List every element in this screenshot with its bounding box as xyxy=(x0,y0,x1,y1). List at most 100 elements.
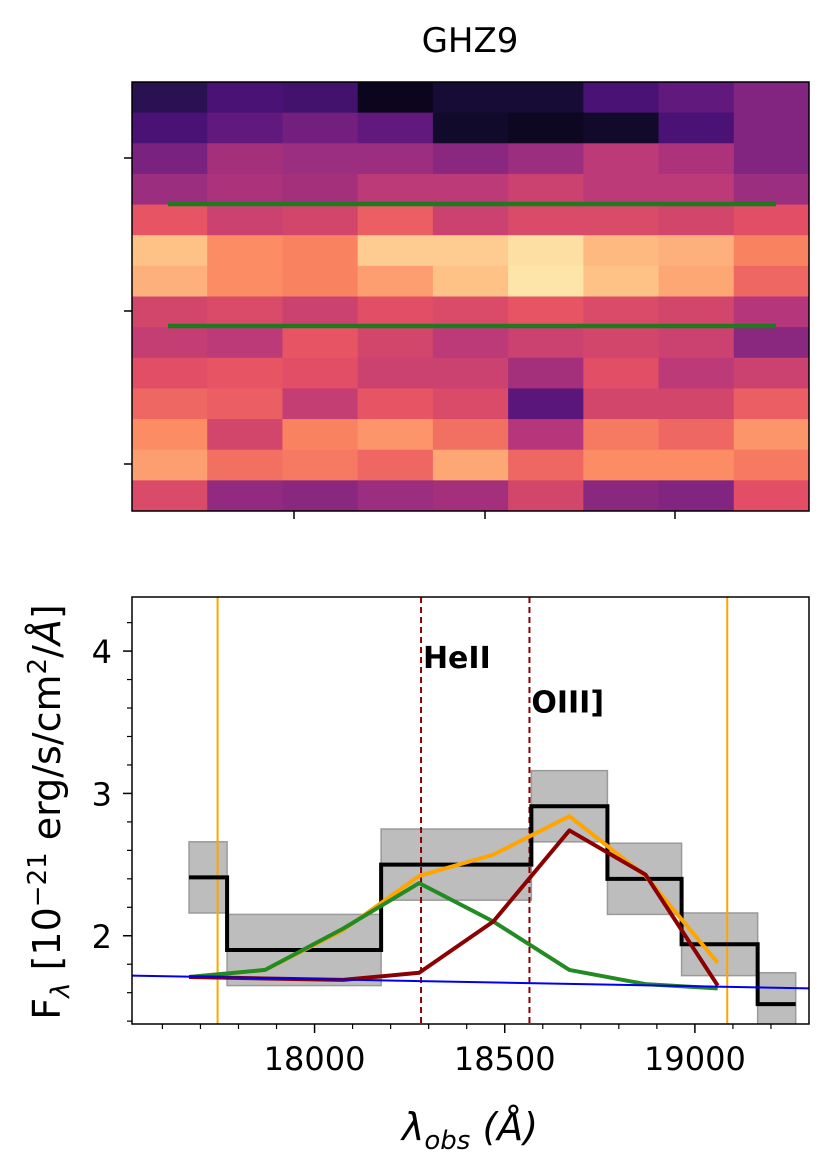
x-axis: 18000 18500 19000 xyxy=(161,1024,772,1078)
heatmap-cell xyxy=(357,143,434,175)
heatmap-cell xyxy=(733,480,810,512)
extraction-lines xyxy=(168,201,776,329)
heatmap-cell xyxy=(733,357,810,389)
heatmap-cell xyxy=(658,357,735,389)
heatmap-cell xyxy=(733,327,810,359)
y-axis: 2 3 4 xyxy=(92,622,132,1022)
heatmap-cell xyxy=(583,265,660,297)
heatmap-cell xyxy=(733,388,810,420)
heatmap-cell xyxy=(583,235,660,267)
heatmap-cell xyxy=(432,204,509,236)
heatmap-cell xyxy=(733,173,810,206)
heatmap-cell xyxy=(583,143,660,175)
heatmap-cell xyxy=(432,82,509,114)
heatmap-cell xyxy=(207,296,283,328)
heatmap-cell xyxy=(508,449,584,481)
heatmap-cell xyxy=(508,480,584,512)
heatmap-cell xyxy=(432,173,509,206)
spectrum-step xyxy=(189,804,796,1007)
heatmap-cell xyxy=(583,388,660,420)
heatmap-cell xyxy=(282,296,359,328)
heatmap-cell xyxy=(432,480,509,512)
heatmap-cell xyxy=(357,235,434,267)
heatmap-cell xyxy=(508,112,584,144)
heatmap-cell xyxy=(282,143,359,175)
heatmap-cell xyxy=(508,327,584,359)
heatmap-cell xyxy=(583,173,660,206)
y-tick-label: 3 xyxy=(92,775,112,813)
heatmap-cell xyxy=(583,82,660,114)
heatmap-cell xyxy=(733,112,810,144)
y-axis-label: Fλ [10−21 erg/s/cm2/Å] xyxy=(23,604,76,1019)
annotations: HeII OIII] xyxy=(423,641,604,720)
x-axis-label: λobs (Å) xyxy=(400,1105,538,1156)
heatmap-cell xyxy=(132,143,208,175)
heatmap-cell xyxy=(132,204,208,236)
heatmap-cells xyxy=(132,82,810,512)
continuum-line xyxy=(132,974,809,990)
heatmap-cell xyxy=(733,449,810,481)
spectrum-2d-panel xyxy=(124,81,810,519)
heatmap-cell xyxy=(508,143,584,175)
heatmap-cell xyxy=(357,327,434,359)
heatmap-cell xyxy=(207,265,283,297)
x-tick-label: 19000 xyxy=(644,1040,746,1078)
x-tick-label: 18500 xyxy=(454,1040,556,1078)
heatmap-cell xyxy=(357,449,434,481)
heatmap-cell xyxy=(282,265,359,297)
heatmap-cell xyxy=(508,82,584,114)
heatmap-cell xyxy=(132,480,208,512)
line-annotation: HeII xyxy=(423,641,491,676)
heatmap-cell xyxy=(357,173,434,206)
heatmap-cell xyxy=(357,419,434,451)
heatmap-cell xyxy=(132,235,208,267)
heatmap-cell xyxy=(132,82,208,114)
heatmap-cell xyxy=(207,419,283,451)
heatmap-cell xyxy=(432,449,509,481)
error-band xyxy=(188,769,797,1024)
heatmap-cell xyxy=(583,327,660,359)
spectrum-1d-panel: HeII OIII] 18000 18500 19000 2 3 4 xyxy=(92,596,810,1078)
heatmap-cell xyxy=(282,357,359,389)
heatmap-cell xyxy=(132,327,208,359)
heatmap-cell xyxy=(658,419,735,451)
heatmap-cell xyxy=(733,143,810,175)
heatmap-cell xyxy=(357,357,434,389)
plot-frame xyxy=(131,596,810,1025)
heatmap-cell xyxy=(733,419,810,451)
heatmap-cell xyxy=(357,265,434,297)
heatmap-cell xyxy=(508,296,584,328)
heatmap-cell xyxy=(583,204,660,236)
heatmap-cell xyxy=(583,419,660,451)
heatmap-frame xyxy=(131,81,810,512)
heatmap-cell xyxy=(207,112,283,144)
heatmap-cell xyxy=(658,173,735,206)
heatmap-cell xyxy=(658,112,735,144)
heatmap-cell xyxy=(282,112,359,144)
heatmap-cell xyxy=(132,388,208,420)
heatmap-cell xyxy=(508,357,584,389)
heatmap-cell xyxy=(508,388,584,420)
heatmap-cell xyxy=(132,419,208,451)
heatmap-cell xyxy=(132,265,208,297)
heatmap-cell xyxy=(207,173,283,206)
heatmap-cell xyxy=(132,173,208,206)
heatmap-cell xyxy=(583,296,660,328)
heatmap-cell xyxy=(207,388,283,420)
heatmap-cell xyxy=(508,265,584,297)
heatmap-cell xyxy=(207,357,283,389)
heatmap-cell xyxy=(282,235,359,267)
heatmap-cell xyxy=(432,357,509,389)
heatmap-cell xyxy=(207,143,283,175)
heatmap-cell xyxy=(357,296,434,328)
heatmap-cell xyxy=(583,357,660,389)
heatmap-cell xyxy=(658,82,735,114)
heatmap-cell xyxy=(207,480,283,512)
heatmap-cell xyxy=(658,235,735,267)
heatmap-cell xyxy=(207,327,283,359)
heatmap-cell xyxy=(583,449,660,481)
heatmap-cell xyxy=(508,419,584,451)
heatmap-ticks xyxy=(124,157,676,519)
heatmap-cell xyxy=(432,296,509,328)
heatmap-cell xyxy=(508,235,584,267)
